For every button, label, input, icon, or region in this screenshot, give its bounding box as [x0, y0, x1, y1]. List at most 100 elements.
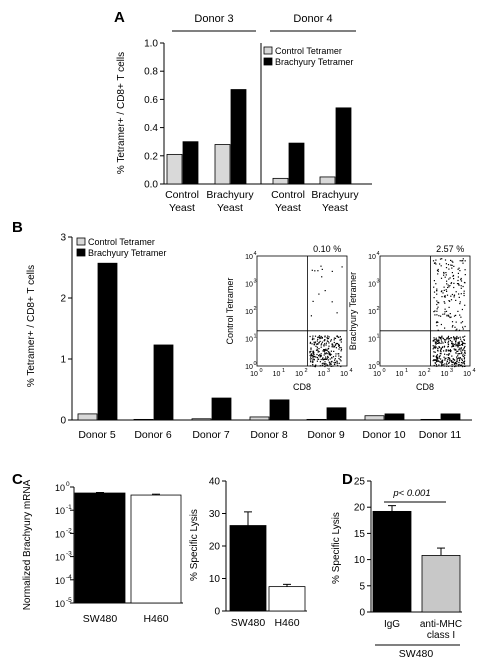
inset-y-tick-exponent: 0	[376, 361, 379, 367]
inset-event-dot	[323, 344, 325, 346]
inset-event-dot	[440, 351, 442, 353]
inset-event-dot	[452, 358, 454, 360]
inset-event-dot	[326, 340, 328, 342]
inset-event-dot	[318, 342, 320, 344]
inset-event-dot	[313, 356, 315, 358]
inset-event-dot	[330, 363, 332, 365]
inset-event-dot	[439, 346, 441, 349]
panel-a-y-tick-label: 0.2	[144, 151, 158, 162]
inset-event-dot	[453, 344, 455, 346]
inset-event-dot	[454, 343, 456, 345]
inset-event-dot-positive	[437, 273, 439, 275]
inset-event-dot	[335, 353, 337, 355]
inset-event-dot	[459, 365, 462, 367]
panel-c-right-category-label: H460	[274, 617, 299, 629]
inset-event-dot	[457, 345, 459, 347]
inset-event-dot-positive	[460, 280, 463, 282]
inset-event-dot	[434, 362, 437, 364]
inset-event-dot	[338, 355, 340, 357]
inset-event-dot	[310, 347, 312, 349]
inset-x-tick-base: 10	[441, 371, 449, 378]
inset-y-tick-base: 10	[368, 337, 376, 344]
inset-x-tick-exponent: 2	[304, 368, 307, 374]
inset-event-dot-positive	[455, 299, 457, 301]
inset-x-tick-base: 10	[418, 371, 426, 378]
panel-c-left-y-tick-base: 10	[55, 483, 65, 493]
inset-event-dot-positive	[453, 294, 456, 296]
inset-event-dot-positive	[434, 314, 436, 316]
inset-event-dot	[317, 351, 319, 353]
inset-event-dot	[455, 340, 457, 342]
inset-event-dot	[436, 342, 439, 344]
inset-event-dot	[319, 356, 321, 358]
inset-event-dot	[455, 337, 457, 339]
inset-x-tick-exponent: 0	[382, 368, 385, 374]
inset-event-dot-positive	[436, 314, 438, 316]
inset-event-dot-positive	[433, 291, 436, 293]
inset-event-dot	[441, 335, 443, 337]
inset-event-dot-positive	[455, 329, 457, 331]
inset-event-dot	[432, 348, 434, 350]
inset-event-dot	[333, 346, 335, 348]
inset-event-dot	[440, 361, 442, 363]
inset-y-tick-base: 10	[368, 282, 376, 289]
inset-event-dot-positive	[321, 268, 323, 270]
inset-event-dot-positive	[437, 270, 439, 272]
inset-event-dot	[309, 354, 311, 357]
inset-event-dot	[434, 338, 436, 341]
inset-event-dot	[447, 340, 450, 342]
inset-event-dot	[326, 364, 329, 366]
inset-event-dot	[455, 365, 457, 367]
inset-event-dot	[327, 356, 329, 359]
inset-event-dot	[334, 358, 336, 360]
inset-event-dot	[332, 365, 334, 367]
inset-event-dot	[438, 355, 440, 357]
inset-y-tick-exponent: 3	[253, 279, 256, 285]
inset-event-dot-positive	[447, 286, 449, 289]
inset-event-dot	[461, 358, 463, 360]
panel-c-right-y-tick-label: 40	[209, 477, 221, 488]
inset-event-dot-positive	[318, 293, 320, 295]
panel-c-right-y-tick-label: 10	[209, 574, 221, 585]
inset-event-dot-positive	[459, 260, 461, 262]
inset-event-dot	[455, 345, 457, 347]
inset-event-dot-positive	[460, 285, 462, 287]
inset-y-tick-exponent: 4	[253, 251, 256, 257]
inset-event-dot	[463, 365, 465, 367]
inset-y-tick-exponent: 1	[376, 334, 379, 340]
inset-event-dot	[339, 359, 341, 361]
panel-d-y-tick-label: 5	[359, 581, 365, 592]
inset-event-dot	[324, 336, 326, 338]
inset-event-dot-positive	[435, 322, 438, 324]
panel-letter-c: C	[12, 471, 23, 488]
inset-event-dot-positive	[460, 316, 462, 318]
inset-y-tick-base: 10	[245, 337, 253, 344]
inset-x-tick-base: 10	[318, 371, 326, 378]
inset-event-dot	[457, 342, 459, 344]
inset-event-dot	[458, 343, 460, 345]
inset-event-dot	[323, 358, 325, 360]
inset-event-dot-positive	[320, 265, 322, 267]
inset-event-dot	[448, 357, 450, 359]
inset-event-dot-positive	[450, 316, 452, 318]
inset-event-dot	[453, 362, 456, 364]
inset-event-dot	[335, 347, 337, 349]
inset-event-dot	[323, 340, 325, 342]
inset-event-dot	[333, 361, 335, 364]
inset-event-dot-positive	[462, 260, 464, 262]
inset-event-dot	[458, 349, 460, 351]
inset-event-dot-positive	[449, 300, 451, 302]
inset-event-dot	[432, 340, 434, 342]
inset-event-dot	[437, 339, 439, 341]
inset-event-dot	[434, 347, 436, 349]
inset-event-dot	[436, 357, 438, 359]
inset-event-dot	[443, 356, 445, 358]
inset-event-dot	[444, 358, 446, 360]
inset-event-dot	[318, 348, 320, 350]
inset-event-dot	[435, 346, 437, 348]
inset-event-dot	[315, 356, 317, 358]
inset-event-dot	[338, 343, 340, 345]
inset-event-dot	[340, 341, 342, 343]
inset-event-dot	[443, 365, 445, 367]
inset-event-dot-positive	[457, 279, 459, 282]
